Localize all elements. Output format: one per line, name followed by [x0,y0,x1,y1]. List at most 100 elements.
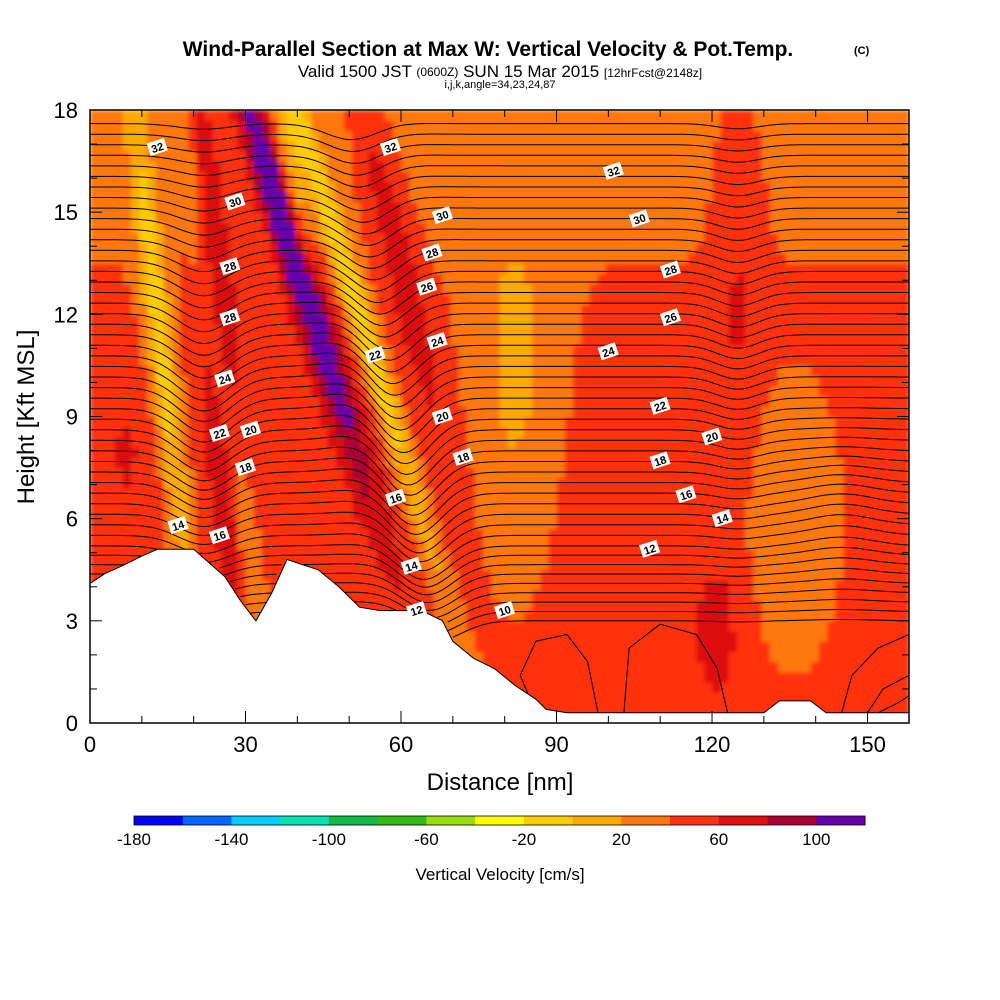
velocity-cell [565,579,574,591]
velocity-cell [286,477,296,489]
velocity-cell [442,120,451,132]
velocity-cell [229,344,239,356]
velocity-cell [122,304,132,315]
velocity-cell [442,334,451,346]
velocity-cell [352,191,361,203]
velocity-cell [597,283,607,295]
velocity-cell [474,110,484,121]
velocity-cell [327,212,337,223]
velocity-cell [655,344,664,356]
velocity-cell [507,549,517,561]
velocity-cell [393,304,402,315]
velocity-cell [712,396,722,407]
velocity-cell [728,467,738,479]
velocity-cell [646,477,656,489]
velocity-cell [90,150,99,162]
velocity-cell [466,600,476,612]
velocity-cell [286,314,296,326]
velocity-cell [352,365,361,377]
velocity-cell [491,212,501,223]
velocity-cell [646,201,656,213]
velocity-cell [327,222,337,234]
velocity-cell [565,293,574,305]
velocity-cell [696,171,705,183]
velocity-cell [605,222,615,234]
velocity-cell [163,222,173,234]
velocity-cell [679,273,689,285]
velocity-cell [646,600,656,612]
velocity-cell [417,130,427,142]
velocity-cell [237,130,247,142]
velocity-cell [687,273,697,285]
velocity-cell [466,539,476,550]
velocity-cell [605,365,615,377]
velocity-cell [745,283,754,295]
velocity-cell [614,539,623,550]
velocity-cell [180,416,189,428]
velocity-cell [597,539,607,550]
velocity-cell [155,508,165,520]
velocity-cell [302,406,312,418]
velocity-cell [745,293,754,305]
velocity-cell [294,477,304,489]
velocity-cell [278,365,288,377]
velocity-cell [302,447,312,458]
velocity-cell [630,263,640,275]
velocity-cell [302,365,312,377]
velocity-cell [712,181,722,193]
velocity-cell [614,344,623,356]
velocity-cell [343,334,353,346]
velocity-cell [180,314,189,326]
velocity-cell [458,426,468,438]
velocity-cell [311,406,320,418]
velocity-cell [335,171,345,183]
velocity-cell [679,641,689,653]
velocity-cell [638,436,648,448]
velocity-cell [204,457,214,469]
velocity-cell [687,416,697,428]
velocity-cell [442,130,451,142]
velocity-cell [720,181,730,193]
velocity-cell [278,283,288,295]
velocity-cell [483,549,492,561]
velocity-cell [499,283,509,295]
velocity-cell [556,579,566,591]
velocity-cell [687,242,697,254]
velocity-cell [589,436,599,448]
velocity-cell [548,406,558,418]
velocity-cell [745,692,754,704]
velocity-cell [368,314,378,326]
velocity-cell [417,467,427,479]
velocity-cell [106,110,116,121]
velocity-cell [368,549,378,561]
velocity-cell [237,385,247,397]
velocity-cell [630,140,640,152]
velocity-cell [671,610,681,622]
velocity-cell [728,682,738,693]
velocity-cell [393,579,402,591]
velocity-cell [638,590,648,601]
velocity-cell [638,396,648,407]
velocity-cell [171,110,181,121]
velocity-cell [237,283,247,295]
velocity-cell [605,416,615,428]
velocity-cell [311,273,320,285]
velocity-cell [745,457,754,469]
velocity-cell [646,161,656,172]
velocity-cell [614,641,623,653]
velocity-cell [384,508,394,520]
velocity-cell [745,549,754,561]
velocity-cell [573,447,582,458]
velocity-cell [278,406,288,418]
velocity-cell [474,539,484,550]
velocity-cell [605,651,615,663]
velocity-cell [98,212,107,223]
velocity-cell [425,212,435,223]
velocity-cell [450,242,460,254]
velocity-cell [106,365,116,377]
velocity-cell [221,130,230,142]
velocity-cell [368,579,378,591]
velocity-cell [704,671,714,683]
velocity-cell [114,120,124,132]
velocity-cell [384,150,394,162]
